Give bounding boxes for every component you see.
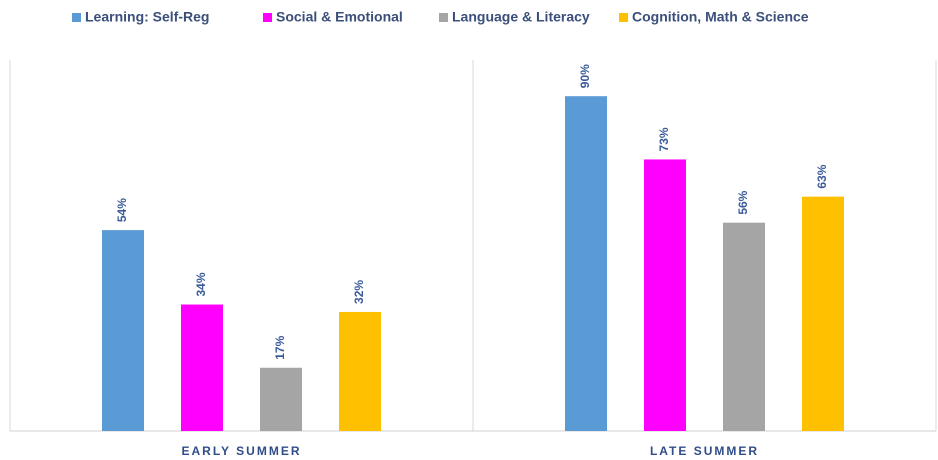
bar: [644, 159, 686, 431]
x-tick-label: EARLY SUMMER: [181, 444, 301, 458]
data-label: 34%: [194, 272, 208, 296]
data-label: 56%: [736, 190, 750, 214]
data-label: 90%: [578, 64, 592, 88]
data-label: 17%: [273, 335, 287, 359]
bar: [339, 311, 381, 431]
legend-swatch: [439, 13, 448, 22]
bar: [181, 304, 223, 431]
x-tick-label: LATE SUMMER: [650, 444, 759, 458]
bar: [260, 367, 302, 431]
data-label: 73%: [657, 127, 671, 151]
data-label: 54%: [115, 198, 129, 222]
bar: [565, 96, 607, 431]
legend-label: Cognition, Math & Science: [632, 9, 809, 25]
legend-label: Language & Literacy: [452, 9, 590, 25]
data-label: 63%: [815, 164, 829, 188]
legend-swatch: [619, 13, 628, 22]
bar: [102, 230, 144, 431]
legend-swatch: [72, 13, 81, 22]
legend-label: Social & Emotional: [276, 9, 403, 25]
data-label: 32%: [352, 280, 366, 304]
legend-swatch: [263, 13, 272, 22]
bar: [802, 196, 844, 431]
bar: [723, 222, 765, 431]
legend-label: Learning: Self-Reg: [85, 9, 209, 25]
